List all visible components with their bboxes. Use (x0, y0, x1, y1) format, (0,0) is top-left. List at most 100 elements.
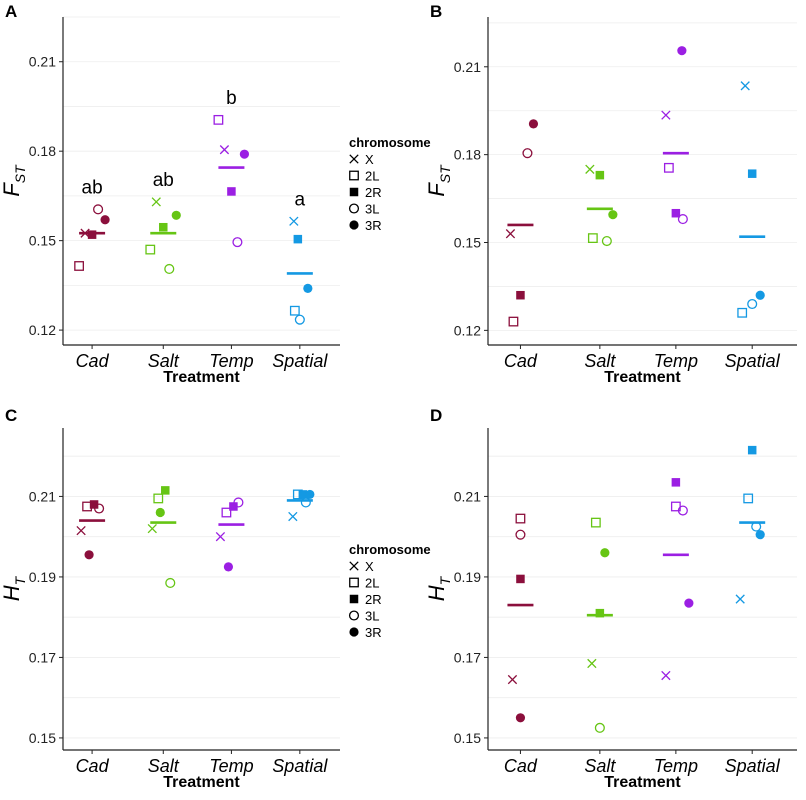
x-tick-label-spatial: Spatial (272, 351, 328, 371)
point-salt-3l (601, 235, 612, 247)
x-axis-title: Treatment (163, 369, 240, 386)
panel-d: D 0.15 0.17 0.19 0.21 HT Cad Salt Temp Spatial Tre… (424, 406, 797, 791)
y-tick-label: 0.21 (29, 488, 56, 504)
point-spatial-3l (294, 314, 305, 325)
point-temp-3l (677, 214, 688, 225)
y-tick-label: 0.12 (454, 322, 481, 338)
point-spatial-2r (293, 234, 303, 244)
point-salt-2l (153, 493, 164, 504)
legend-key-2l (349, 170, 359, 181)
y-axis-title-sub: ST (437, 164, 453, 183)
point-spatial-x-stroke-2 (735, 594, 745, 604)
point-salt-2l (587, 233, 598, 244)
point-cad-3r (515, 713, 526, 723)
legend-label-2r: 2R (365, 185, 382, 200)
point-cad-x (76, 525, 86, 536)
y-tick-label: 0.15 (29, 730, 56, 746)
point-cad-3r (528, 119, 539, 129)
panel-letter: A (5, 2, 17, 21)
point-cad-2r (516, 574, 525, 584)
point-temp-2r (229, 502, 238, 511)
x-tick-label-spatial: Spatial (725, 756, 781, 776)
y-axis-title-sub: T (12, 575, 28, 585)
x-tick-label-spatial: Spatial (272, 756, 328, 776)
panel-letter: B (430, 2, 442, 21)
legend-label-2l: 2L (365, 169, 379, 184)
point-spatial-3r (305, 489, 315, 500)
point-temp-x (215, 532, 226, 542)
point-temp-2l (213, 114, 224, 125)
y-tick-label: 0.17 (29, 649, 56, 665)
point-salt-3l (594, 722, 605, 733)
y-axis-title-main: H (424, 585, 449, 601)
legend-label-3l: 3L (365, 609, 379, 624)
point-spatial-x-stroke-2 (289, 216, 299, 226)
point-spatial-x (740, 81, 750, 91)
point-temp-3l (232, 237, 243, 248)
y-tick-label: 0.17 (454, 649, 481, 665)
x-tick-label-salt: Salt (584, 351, 616, 371)
point-spatial-x (289, 216, 299, 226)
significance-letter-salt: ab (153, 170, 174, 191)
x-tick-label-salt: Salt (584, 756, 616, 776)
x-tick-label-temp: Temp (654, 756, 698, 776)
point-cad-2r (516, 290, 525, 300)
y-axis-title: FST (0, 164, 28, 197)
x-tick-label-cad: Cad (504, 351, 538, 371)
point-spatial-3l (747, 298, 758, 310)
point-temp-2r (671, 478, 681, 487)
panel-letter: C (5, 406, 17, 425)
y-axis-title-main: H (0, 585, 24, 601)
point-cad-x-stroke-2 (507, 674, 518, 685)
y-tick-label: 0.12 (29, 322, 56, 338)
point-cad-2r (89, 500, 99, 509)
legend-key-2r (349, 594, 359, 604)
y-tick-label: 0.18 (454, 147, 481, 163)
point-salt-2r (595, 608, 605, 618)
point-temp-x-stroke-2 (661, 110, 671, 120)
point-temp-2r (227, 187, 236, 196)
point-cad-2l (74, 261, 84, 271)
x-tick-label-cad: Cad (76, 351, 110, 371)
y-tick-label: 0.15 (29, 233, 56, 249)
y-tick-label: 0.21 (29, 54, 56, 70)
point-salt-x-stroke-2 (147, 523, 157, 534)
legend-title: chromosome (349, 135, 431, 150)
point-salt-x-stroke-2 (585, 164, 595, 174)
y-tick-label: 0.19 (454, 569, 481, 585)
significance-letter-temp: b (226, 88, 237, 109)
point-cad-2l (508, 316, 519, 327)
point-cad-3r (100, 215, 110, 225)
legend-label-3r: 3R (365, 218, 382, 233)
point-salt-3r (155, 507, 165, 518)
point-salt-2r (595, 170, 605, 180)
panel-b: B 0.12 0.15 0.18 0.21 FST Cad Salt Temp Spatial Tr… (424, 2, 797, 386)
x-tick-label-temp: Temp (654, 351, 698, 371)
y-axis-title: HT (0, 575, 28, 601)
point-spatial-x-stroke-2 (288, 511, 298, 522)
point-cad-3l (93, 204, 104, 215)
point-salt-2r (161, 486, 170, 495)
point-temp-3r (223, 562, 234, 572)
point-temp-3r (677, 46, 687, 56)
x-tick-label-temp: Temp (209, 756, 253, 776)
y-tick-label: 0.15 (454, 235, 481, 251)
y-axis-title-main: F (424, 182, 449, 197)
point-temp-3l (233, 497, 244, 508)
y-tick-label: 0.21 (454, 59, 481, 75)
y-tick-label: 0.21 (454, 488, 481, 504)
point-temp-x (219, 145, 230, 155)
legend-key-3r (349, 220, 359, 230)
point-spatial-2r (298, 490, 308, 499)
point-spatial-3l (751, 521, 762, 532)
point-spatial-x (288, 511, 298, 522)
y-axis-title: HT (424, 575, 453, 601)
point-spatial-2l (289, 305, 300, 316)
point-temp-2l (663, 162, 674, 173)
panel-letter: D (430, 406, 442, 425)
point-salt-x (151, 197, 161, 207)
point-temp-x (661, 670, 671, 681)
x-tick-label-salt: Salt (148, 351, 180, 371)
point-salt-x-stroke-2 (151, 197, 161, 207)
